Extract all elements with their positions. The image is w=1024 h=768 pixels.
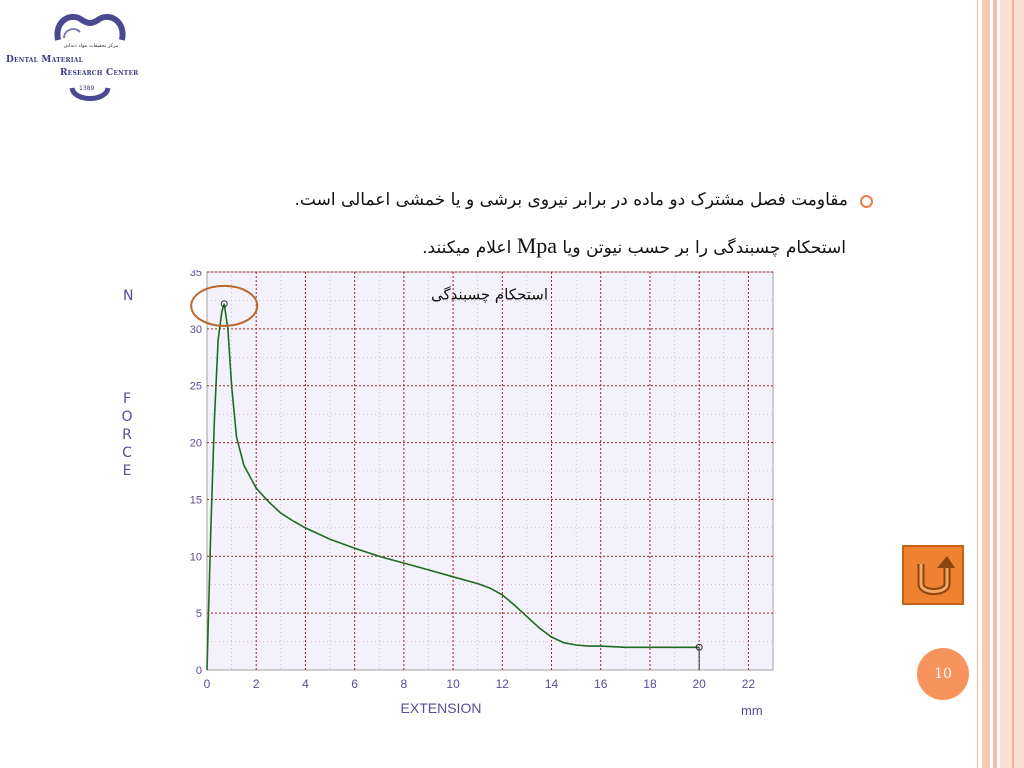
- logo-year: 1389: [79, 85, 95, 92]
- y-axis-label-letter: O: [121, 409, 133, 425]
- x-tick-label: 18: [643, 677, 657, 691]
- force-extension-curve: [206, 303, 700, 671]
- x-tick-label: 4: [302, 677, 309, 691]
- y-axis-label-letter: R: [122, 427, 132, 443]
- y-tick-label: 30: [190, 324, 202, 336]
- bullet-line-2: استحکام چسبندگی را بر حسب نیوتن ویا Mpa …: [422, 233, 846, 259]
- x-tick-label: 0: [204, 677, 211, 691]
- return-arrow-icon: [917, 556, 955, 595]
- border-stripe: [977, 0, 978, 768]
- force-extension-chart: 0 2 4 6 8 10 12 14 16 18 20 22 0 5 10 15 20 25 30 35 EXTENSI…: [190, 270, 774, 718]
- dmrc-logo: مرکز تحقیقات مواد دندانی Dental Material…: [0, 0, 160, 115]
- y-tick-label: 35: [190, 270, 202, 279]
- tooth-logo-icon: [54, 13, 126, 101]
- y-tick-label: 0: [196, 665, 202, 677]
- y-tick-label: 15: [190, 494, 202, 506]
- bullet-line-2-before: استحکام چسبندگی را بر حسب نیوتن ویا: [557, 238, 846, 258]
- x-tick-label: 6: [351, 677, 358, 691]
- page-number: 10: [934, 666, 952, 682]
- y-tick-label: 10: [190, 551, 202, 563]
- y-axis-label-letter: C: [122, 445, 132, 461]
- x-tick-label: 14: [545, 677, 559, 691]
- data-point-marker: [695, 643, 703, 651]
- x-tick-label: 20: [692, 677, 706, 691]
- border-stripe: [982, 0, 990, 768]
- border-stripe: [1012, 0, 1014, 768]
- x-unit-label: mm: [741, 703, 763, 718]
- y-axis-label-letter: E: [122, 463, 132, 479]
- x-tick-label: 12: [496, 677, 510, 691]
- bullet-line-2-after: اعلام میکنند.: [422, 238, 517, 258]
- y-tick-label: 5: [196, 608, 202, 620]
- data-point-marker: [220, 300, 228, 308]
- border-stripe: [993, 0, 997, 768]
- unit-mpa: Mpa: [516, 233, 558, 258]
- x-tick-label: 16: [594, 677, 608, 691]
- logo-line1: Dental Material: [6, 55, 84, 65]
- peak-highlight-circle: [190, 284, 259, 327]
- x-tick-label: 8: [401, 677, 408, 691]
- y-tick-label: 20: [190, 438, 202, 450]
- page-number-badge: 10: [917, 648, 969, 700]
- bullet-line-1: مقاومت فصل مشترک دو ماده در برابر نیروی …: [294, 190, 848, 210]
- y-unit-label: N: [123, 288, 134, 304]
- y-axis-label-letter: F: [122, 391, 132, 407]
- y-tick-label: 25: [190, 381, 202, 393]
- peak-annotation: استحکام چسبندگی: [431, 285, 548, 303]
- ring-bullet-icon: [860, 195, 873, 208]
- x-tick-label: 22: [742, 677, 756, 691]
- x-axis-label: EXTENSION: [401, 700, 482, 716]
- x-tick-label: 2: [253, 677, 260, 691]
- logo-line2: Research Center: [60, 68, 139, 78]
- return-button[interactable]: [902, 545, 964, 605]
- logo-tagline: مرکز تحقیقات مواد دندانی: [63, 43, 119, 49]
- x-tick-label: 10: [446, 677, 460, 691]
